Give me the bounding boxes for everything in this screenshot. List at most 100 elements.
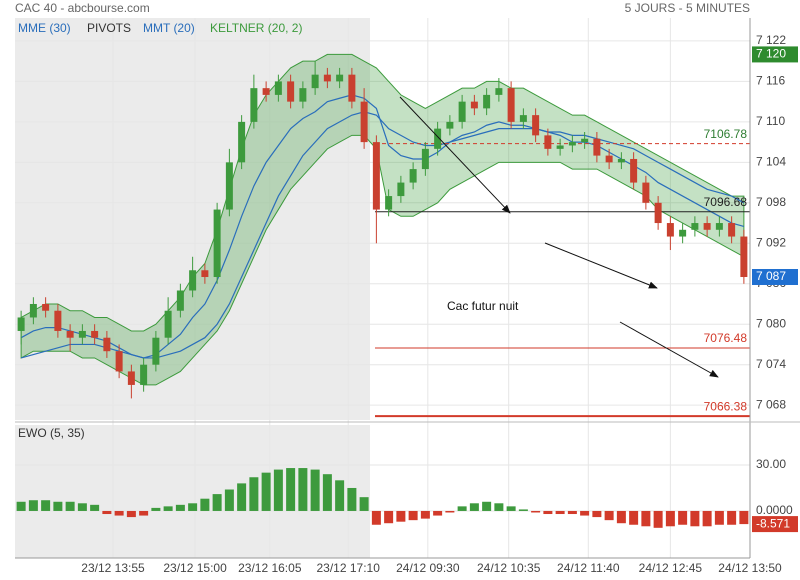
ewo-bar [469,503,479,511]
panel-title: EWO (5, 35) [18,426,85,440]
candle-body [91,330,99,338]
ewo-bar [139,510,149,516]
ewo-bar [518,509,528,511]
price-marker [752,269,798,286]
candle-body [274,81,282,95]
candle-body [287,81,295,102]
ewo-bar [163,506,173,511]
y-tick-label: 7 098 [756,195,786,209]
x-tick-label: 23/12 16:05 [238,561,302,575]
ewo-bar [690,510,700,527]
ewo-bar [604,510,614,521]
ewo-bar [408,510,418,521]
ewo-bar [641,510,651,527]
candle-body [127,371,135,385]
ewo-bar [273,469,283,511]
candle-body [715,223,723,230]
y-tick-label: 7 080 [756,316,786,330]
annotation: Cac futur nuit [447,299,519,313]
x-tick-label: 23/12 17:10 [316,561,380,575]
ewo-bar [322,474,332,511]
chart-title: CAC 40 - abcbourse.com [15,1,150,15]
x-tick-label: 24/12 09:30 [396,561,460,575]
candle-body [544,135,552,149]
ewo-bar [384,510,394,524]
candle-body [421,148,429,170]
candle-body [470,101,478,109]
ewo-bar [420,510,430,519]
ewo-bar [727,510,737,525]
ewo-bar [224,489,234,511]
price-marker-label: 7 087 [756,269,786,283]
ewo-bar [175,504,185,511]
candle-body [409,169,417,183]
x-tick-label: 24/12 10:35 [477,561,541,575]
ewo-bar [200,498,210,511]
candle-body [336,74,344,82]
candle-body [617,158,625,163]
ewo-bar [310,469,320,511]
candle-body [642,182,650,203]
y-tick-label: 7 092 [756,235,786,249]
y-tick-label: 7 116 [756,74,785,88]
ewo-bar [494,503,504,511]
ewo-bar [543,510,553,515]
candle-body [152,337,160,365]
ewo-bar [114,510,124,516]
ewo-bar [53,501,63,511]
ewo-bar [188,503,198,511]
ewo-bar [28,500,38,511]
x-tick-label: 24/12 11:40 [557,561,620,575]
candle-body [691,223,699,230]
candle-body [299,88,307,102]
candle-body [666,223,674,237]
y-tick-label: 7 110 [756,114,785,128]
ewo-bar [616,510,626,524]
price-marker [752,46,798,63]
ewo-bar [653,510,663,528]
legend-item: PIVOTS [87,21,131,35]
ewo-bar [580,510,590,516]
candle-body [483,94,491,109]
candle-body [568,142,576,146]
candle-body [66,330,74,338]
ewo-bar [335,480,345,511]
candle-body [201,270,209,278]
arrow [619,321,719,378]
y-tick-label: 7 104 [756,155,786,169]
candle-body [115,351,123,372]
candle-body [519,115,527,122]
period-label: 5 JOURS - 5 MINUTES [625,1,750,15]
candle-body [605,155,613,163]
ewo-bar [457,506,467,511]
candle-body [397,182,405,197]
candle-body [385,196,393,210]
ewo-bar [567,510,577,515]
candle-body [630,158,638,183]
ewo-bar [261,472,271,511]
ewo-bar [298,468,308,511]
ewo-bar [702,510,712,527]
arrow [544,242,658,289]
candle-body [593,138,601,156]
candle-body [703,223,711,230]
candle-body [458,101,466,122]
candle-body [360,101,368,143]
candle-body [434,128,442,149]
candle-body [556,145,564,149]
candle-body [164,310,172,338]
ewo-bar [286,468,296,511]
pivot-label: 7096.68 [704,195,748,209]
candle-body [581,138,589,143]
value-marker-label: -8.571 [756,516,790,530]
candle-body [238,121,246,163]
candle-body [372,142,380,210]
value-marker [752,516,798,533]
ewo-bar [371,510,381,525]
ewo-bar [126,510,136,518]
candle-body [29,303,37,318]
candle-body [262,88,270,95]
ewo-bar [629,510,639,525]
pivot-label: 7106.78 [704,127,748,141]
price-marker-label: 7 120 [756,47,786,61]
